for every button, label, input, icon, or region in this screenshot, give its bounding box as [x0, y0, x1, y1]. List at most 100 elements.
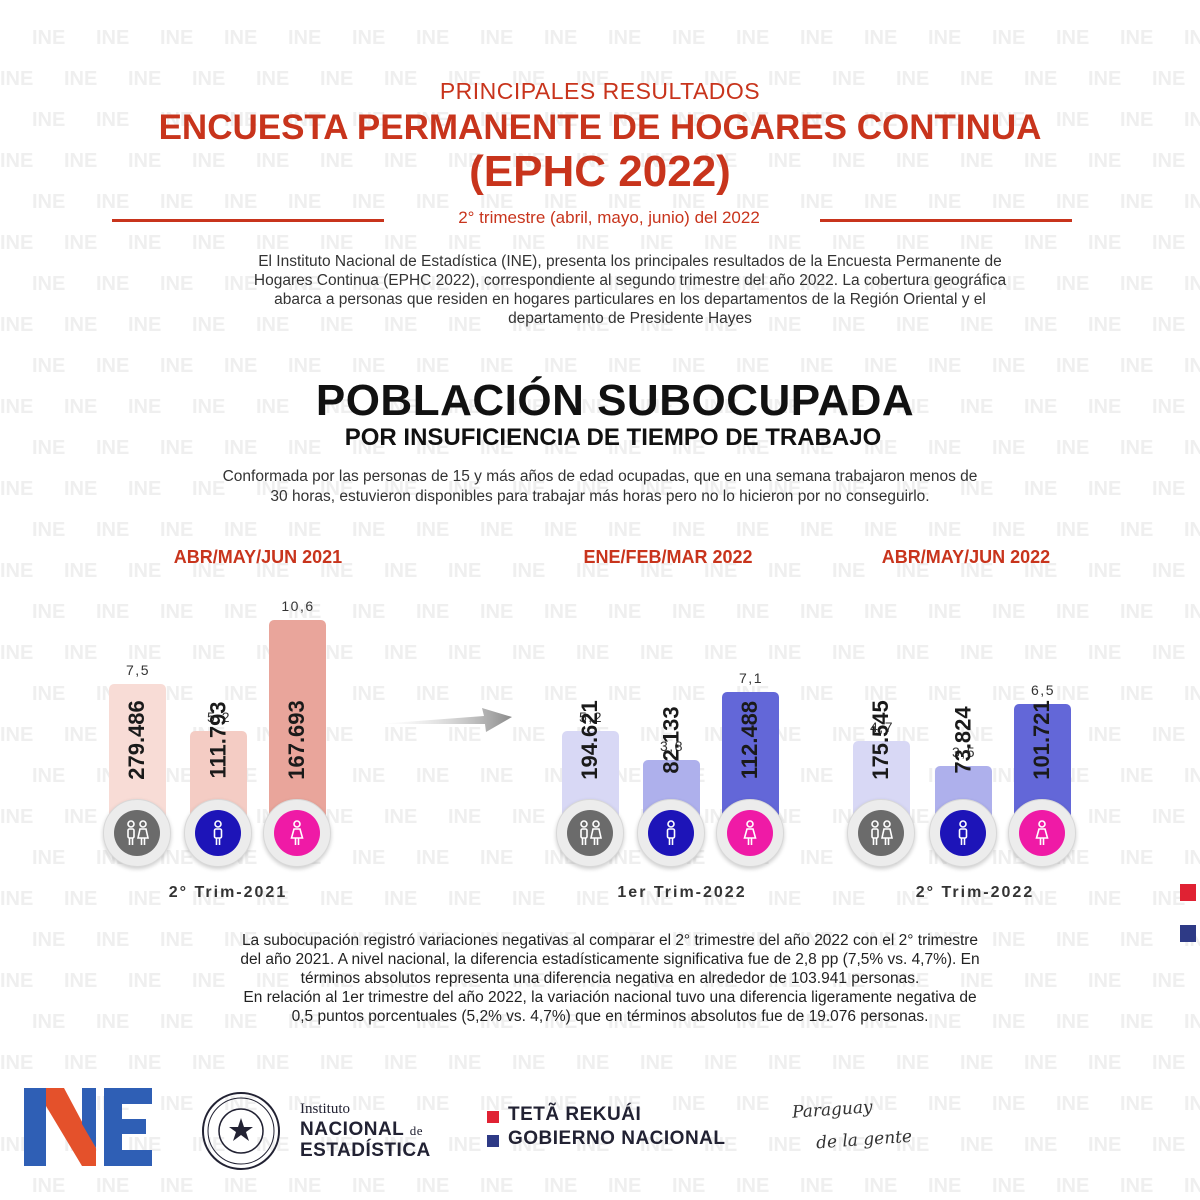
watermark-text: INE	[128, 396, 161, 418]
watermark-text: INE	[544, 191, 577, 213]
watermark-text: INE	[384, 724, 417, 746]
watermark-text: INE	[1152, 150, 1185, 172]
watermark-text: INE	[0, 1052, 33, 1074]
period-label: ABR/MAY/JUN 2022	[881, 547, 1051, 567]
watermark-text: INE	[352, 1175, 385, 1197]
watermark-text: INE	[960, 150, 993, 172]
watermark-text: INE	[672, 519, 705, 541]
intro-line: Hogares Continua (EPHC 2022), correspond…	[253, 272, 1007, 289]
watermark-text: INE	[384, 970, 417, 992]
watermark-text: INE	[288, 355, 321, 377]
watermark-text: INE	[640, 396, 673, 418]
watermark-text: INE	[384, 232, 417, 254]
watermark-text: INE	[1184, 273, 1200, 295]
watermark-text: INE	[416, 929, 449, 951]
watermark-text: INE	[672, 355, 705, 377]
watermark-text: INE	[416, 191, 449, 213]
watermark-text: INE	[32, 1011, 65, 1033]
watermark-text: INE	[160, 1093, 193, 1115]
watermark-text: INE	[0, 724, 33, 746]
watermark-text: INE	[128, 1052, 161, 1074]
watermark-text: INE	[576, 68, 609, 90]
watermark-text: INE	[672, 1175, 705, 1197]
watermark-text: INE	[800, 1011, 833, 1033]
watermark-text: INE	[512, 1052, 545, 1074]
watermark-text: INE	[1120, 765, 1153, 787]
watermark-text: INE	[192, 314, 225, 336]
watermark-text: INE	[96, 1175, 129, 1197]
watermark-text: INE	[416, 355, 449, 377]
watermark-text: INE	[0, 888, 33, 910]
watermark-text: INE	[992, 27, 1025, 49]
bar-rate-label: 5,2	[207, 709, 231, 725]
institute-name-word: NACIONAL	[300, 1119, 404, 1140]
period-label: ENE/FEB/MAR 2022	[583, 547, 753, 567]
watermark-text: INE	[704, 478, 737, 500]
watermark-text: INE	[864, 273, 897, 295]
watermark-text: INE	[448, 478, 481, 500]
watermark-text: INE	[32, 929, 65, 951]
watermark-text: INE	[32, 601, 65, 623]
man-icon-ring	[184, 799, 252, 867]
watermark-text: INE	[96, 601, 129, 623]
watermark-text: INE	[992, 355, 1025, 377]
watermark-text: INE	[352, 601, 385, 623]
watermark-text: INE	[608, 273, 641, 295]
watermark-text: INE	[0, 314, 33, 336]
watermark-text: INE	[576, 232, 609, 254]
watermark-text: INE	[32, 437, 65, 459]
watermark-text: INE	[1152, 68, 1185, 90]
watermark-text: INE	[832, 232, 865, 254]
watermark-text: INE	[448, 314, 481, 336]
watermark-text: INE	[416, 601, 449, 623]
watermark-text: INE	[960, 68, 993, 90]
watermark-text: INE	[704, 970, 737, 992]
watermark-text: INE	[320, 888, 353, 910]
watermark-text: INE	[448, 888, 481, 910]
watermark-text: INE	[960, 396, 993, 418]
watermark-text: INE	[576, 314, 609, 336]
slogan-line2: de la gente	[815, 1126, 913, 1154]
watermark-text: INE	[1184, 1175, 1200, 1197]
watermark-text: INE	[832, 314, 865, 336]
people-total-icon	[858, 810, 904, 856]
watermark-text: INE	[576, 642, 609, 664]
watermark-text: INE	[352, 191, 385, 213]
bar-count-label: 167.693	[283, 700, 309, 780]
watermark-text: INE	[480, 601, 513, 623]
watermark-text: INE	[1024, 970, 1057, 992]
watermark-text: INE	[640, 68, 673, 90]
watermark-text: INE	[640, 1052, 673, 1074]
watermark-text: INE	[352, 765, 385, 787]
watermark-text: INE	[704, 888, 737, 910]
watermark-text: INE	[0, 642, 33, 664]
watermark-text: INE	[224, 191, 257, 213]
watermark-text: INE	[128, 642, 161, 664]
watermark-text: INE	[96, 355, 129, 377]
watermark-text: INE	[512, 560, 545, 582]
watermark-text: INE	[576, 150, 609, 172]
watermark-text: INE	[288, 1011, 321, 1033]
watermark-text: INE	[1088, 478, 1121, 500]
watermark-text: INE	[352, 847, 385, 869]
watermark-text: INE	[608, 437, 641, 459]
people-total-icon	[567, 810, 613, 856]
watermark-text: INE	[320, 478, 353, 500]
watermark-text: INE	[1184, 27, 1200, 49]
watermark-text: INE	[1120, 601, 1153, 623]
watermark-text: INE	[544, 929, 577, 951]
watermark-text: INE	[128, 150, 161, 172]
watermark-text: INE	[288, 191, 321, 213]
watermark-text: INE	[544, 273, 577, 295]
watermark-text: INE	[512, 724, 545, 746]
watermark-text: INE	[320, 68, 353, 90]
watermark-text: INE	[992, 1011, 1025, 1033]
watermark-text: INE	[1088, 314, 1121, 336]
watermark-text: INE	[960, 478, 993, 500]
period-banner: 2° trimestre (abril, mayo, junio) del 20…	[112, 208, 1072, 232]
watermark-text: INE	[1024, 314, 1057, 336]
conclusion-line: En relación al 1er trimestre del año 202…	[243, 989, 977, 1006]
watermark-text: INE	[1056, 1093, 1089, 1115]
bar-count-label: 101.721	[1028, 700, 1054, 780]
watermark-text: INE	[160, 683, 193, 705]
